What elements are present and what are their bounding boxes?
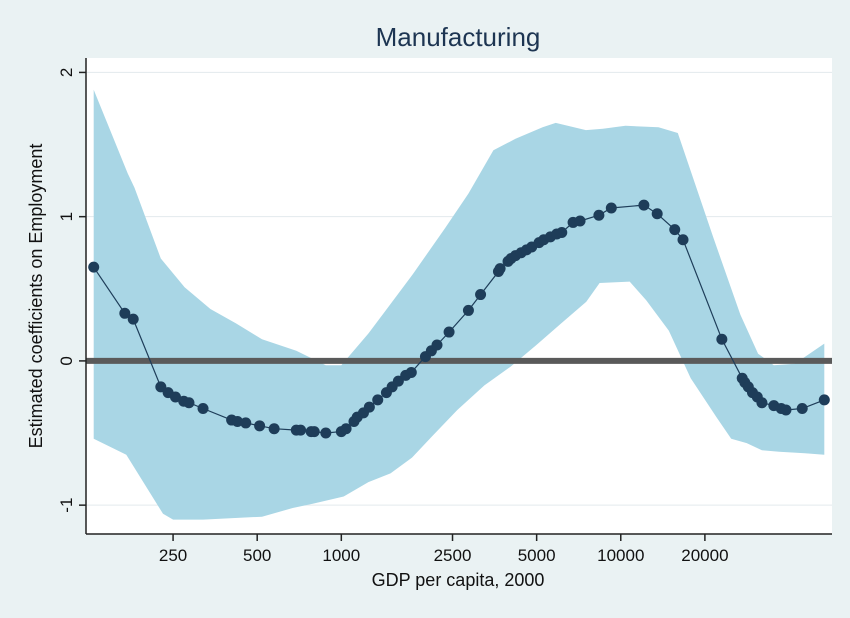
x-tick-label: 2500 (434, 546, 472, 565)
data-point-marker (796, 403, 808, 415)
data-point-marker (818, 394, 830, 406)
x-tick-label: 250 (159, 546, 187, 565)
x-tick-label: 1000 (322, 546, 360, 565)
x-tick-label: 500 (243, 546, 271, 565)
data-point-marker (169, 391, 181, 403)
data-point-marker (677, 234, 689, 246)
data-point-marker (780, 404, 792, 416)
data-point-marker (372, 394, 384, 406)
data-point-marker (574, 215, 586, 227)
x-tick-label: 20000 (681, 546, 728, 565)
data-point-marker (268, 423, 280, 435)
data-point-marker (669, 224, 681, 236)
x-axis-label: GDP per capita, 2000 (372, 570, 545, 590)
data-point-marker (127, 313, 139, 325)
data-point-marker (494, 263, 506, 275)
data-point-marker (756, 397, 768, 409)
data-point-marker (475, 289, 487, 301)
data-point-marker (405, 366, 417, 378)
y-tick-label: 0 (57, 356, 76, 365)
data-point-marker (240, 417, 252, 429)
data-point-marker (651, 208, 663, 220)
y-tick-label: -1 (57, 498, 76, 513)
data-point-marker (254, 420, 266, 432)
data-point-marker (119, 307, 131, 319)
y-tick-label: 1 (57, 212, 76, 221)
chart-title: Manufacturing (376, 22, 541, 52)
y-axis-ticks: -1 0 1 2 (57, 68, 86, 513)
data-point-marker (392, 375, 404, 387)
data-point-marker (556, 227, 568, 239)
x-tick-label: 5000 (518, 546, 556, 565)
data-point-marker (295, 424, 307, 436)
y-axis-label: Estimated coefficients on Employment (26, 144, 46, 449)
data-point-marker (462, 304, 474, 316)
x-axis-ticks: 250 500 1000 2500 5000 10000 20000 (159, 534, 729, 565)
data-point-marker (593, 209, 605, 221)
data-point-marker (638, 199, 650, 211)
data-point-marker (231, 415, 243, 427)
confidence-band (93, 89, 825, 520)
data-point-marker (320, 427, 332, 439)
x-tick-label: 10000 (597, 546, 644, 565)
data-point-marker (183, 397, 195, 409)
data-point-marker (197, 403, 209, 415)
data-point-marker (88, 261, 100, 273)
data-point-marker (443, 326, 455, 338)
data-point-marker (363, 401, 375, 413)
data-point-marker (340, 423, 352, 435)
data-point-marker (431, 339, 443, 351)
data-point-marker (308, 426, 320, 438)
series-line (93, 204, 825, 434)
data-point-marker (716, 333, 728, 345)
series-markers (88, 199, 830, 439)
data-point-marker (605, 202, 617, 214)
y-tick-label: 2 (57, 68, 76, 77)
